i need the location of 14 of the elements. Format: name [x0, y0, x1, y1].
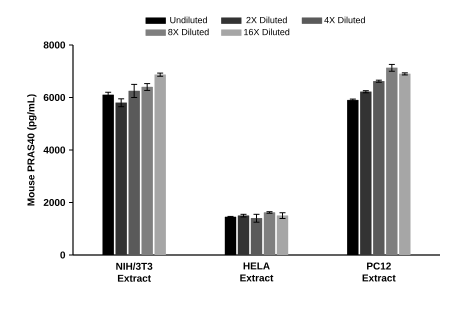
x-tick-label: PC12 Extract: [362, 262, 396, 282]
legend-label: 2X Diluted: [246, 16, 287, 24]
y-tick-label: 0: [60, 251, 66, 259]
y-tick-label: 4000: [43, 146, 66, 154]
x-tick-label: NIH/3T3 Extract: [116, 262, 152, 282]
legend-label: Undiluted: [170, 16, 207, 24]
y-tick-label: 2000: [44, 198, 66, 206]
y-tick-label: 8000: [44, 41, 66, 49]
legend-label: 8X Diluted: [168, 28, 209, 36]
legend-label: 4X Diluted: [324, 16, 365, 24]
y-axis-title: Mouse PRAS40 (pg/mL): [27, 94, 36, 206]
x-tick-label: HELA Extract: [240, 262, 274, 282]
legend-label: 16X Diluted: [244, 28, 290, 36]
y-tick-label: 6000: [44, 94, 66, 102]
